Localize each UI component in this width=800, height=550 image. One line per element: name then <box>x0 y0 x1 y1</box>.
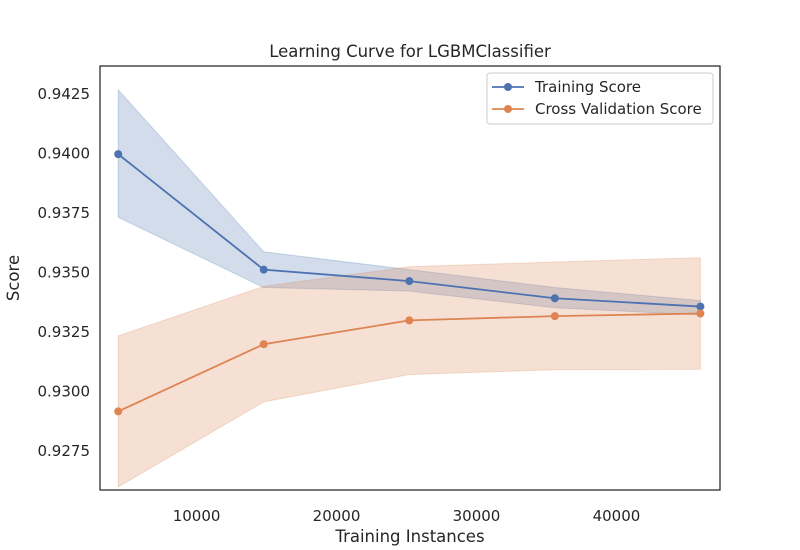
legend-label-0: Training Score <box>534 78 641 96</box>
series-1-point <box>696 309 705 318</box>
y-tick-label: 0.9350 <box>38 264 91 282</box>
x-tick-label: 20000 <box>313 507 361 525</box>
y-axis-label: Score <box>4 255 23 301</box>
series-1-point <box>114 407 123 416</box>
y-tick-label: 0.9375 <box>38 204 91 222</box>
series-1-point <box>405 316 414 325</box>
plot-frame <box>99 65 721 491</box>
chart-title: Learning Curve for LGBMClassifier <box>269 42 551 61</box>
legend-box <box>486 72 714 125</box>
series-0-point <box>696 302 705 311</box>
x-tick-label: 10000 <box>173 507 221 525</box>
x-axis-label: Training Instances <box>334 527 484 546</box>
series-0-point <box>550 294 559 303</box>
y-tick-label: 0.9325 <box>38 323 91 341</box>
series-1-point <box>550 312 559 321</box>
y-axis-ticks: 0.9275 0.9300 0.9325 0.9350 0.9375 0.9400 0.94… <box>38 85 91 460</box>
y-tick-label: 0.9425 <box>38 85 91 103</box>
x-tick-label: 30000 <box>453 507 501 525</box>
legend-label-1: Cross Validation Score <box>535 100 702 118</box>
y-tick-label: 0.9400 <box>38 144 91 162</box>
series-0-point <box>114 150 123 159</box>
legend-marker-0 <box>504 83 512 91</box>
series-0-point <box>405 277 414 286</box>
series-0-point <box>259 265 268 274</box>
series-1-band <box>117 257 701 488</box>
x-tick-label: 40000 <box>593 507 641 525</box>
series-1-point <box>259 340 268 349</box>
legend-marker-1 <box>504 105 512 113</box>
points-layer <box>114 150 705 416</box>
y-tick-label: 0.9275 <box>38 442 91 460</box>
x-axis-ticks: 10000 20000 30000 40000 <box>173 507 641 525</box>
legend: Training Score Cross Validation Score <box>486 72 714 125</box>
bands-layer <box>117 88 701 488</box>
y-tick-label: 0.9300 <box>38 383 91 401</box>
